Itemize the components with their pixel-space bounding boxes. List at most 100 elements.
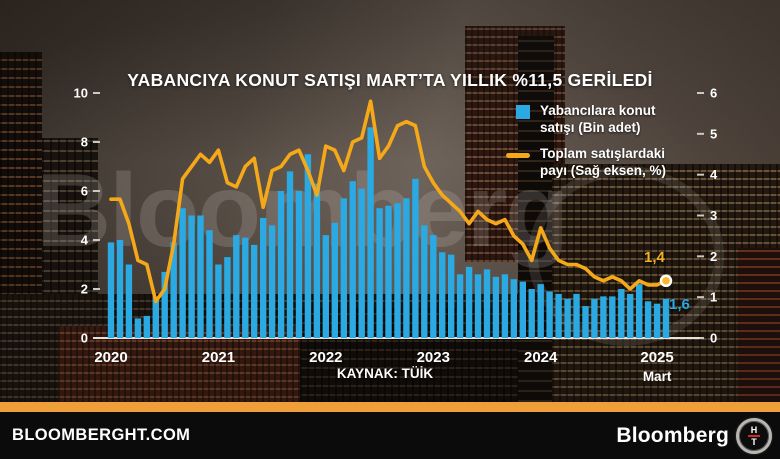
chart-bar bbox=[161, 271, 168, 338]
bar-end-value-label: 1,6 bbox=[669, 296, 690, 313]
chart-bar bbox=[483, 269, 491, 338]
chart-bar bbox=[143, 315, 150, 338]
axis-tick-label: 1 bbox=[710, 290, 717, 305]
chart-bar bbox=[627, 293, 634, 338]
chart-bar bbox=[510, 279, 517, 338]
chart-bar bbox=[322, 235, 329, 338]
axis-tick-label: 2 bbox=[81, 282, 88, 297]
chart-bar bbox=[125, 264, 133, 338]
chart-bar bbox=[251, 244, 258, 338]
footer-bar: BLOOMBERGHT.COM Bloomberg H T bbox=[0, 412, 780, 459]
chart-bar bbox=[519, 281, 526, 338]
chart-bar bbox=[206, 230, 213, 338]
x-axis-year-label: 2022 bbox=[309, 349, 342, 366]
chart-bar bbox=[340, 198, 347, 338]
chart-bar bbox=[116, 240, 124, 338]
chart-bar bbox=[456, 274, 464, 338]
chart-bar bbox=[367, 127, 374, 338]
chart-bar bbox=[179, 208, 186, 338]
x-axis-year-label: 2023 bbox=[417, 349, 450, 366]
chart-bar bbox=[636, 284, 643, 338]
chart-bar bbox=[394, 203, 401, 339]
city-brick-buildings bbox=[58, 326, 308, 414]
bloomberg-brand: Bloomberg H T bbox=[616, 417, 772, 454]
chart-bar bbox=[421, 225, 428, 338]
chart-bar bbox=[644, 301, 652, 339]
chart-bar bbox=[439, 252, 446, 339]
bloomberg-wordmark: Bloomberg bbox=[616, 423, 729, 447]
chart-bar bbox=[215, 264, 222, 338]
site-url: BLOOMBERGHT.COM bbox=[12, 426, 191, 444]
bar-series-label: Yabancılara konut satışı (Bin adet) bbox=[540, 103, 656, 135]
chart-bar bbox=[564, 298, 571, 338]
source-label: KAYNAK: TÜİK bbox=[336, 366, 434, 381]
chart-bar bbox=[313, 183, 321, 338]
chart-bar bbox=[465, 266, 473, 338]
axis-tick-label: 4 bbox=[81, 233, 89, 248]
line-end-value-label: 1,4 bbox=[644, 249, 665, 266]
line-series-label: Toplam satışlardaki payı (Sağ eksen, %) bbox=[540, 145, 667, 178]
axis-tick-label: 5 bbox=[710, 126, 717, 141]
chart-bar bbox=[170, 242, 177, 338]
x-axis-year-label: 2020 bbox=[94, 349, 127, 366]
chart-bar bbox=[573, 293, 580, 338]
chart-bar bbox=[277, 191, 285, 338]
axis-tick-label: 2 bbox=[710, 249, 717, 264]
chart-bar bbox=[197, 215, 204, 338]
chart-bar bbox=[501, 274, 509, 338]
legend-item-line: Toplam satışlardaki payı (Sağ eksen, %) bbox=[504, 146, 710, 180]
chart-legend: Yabancılara konut satışı (Bin adet) Topl… bbox=[504, 103, 710, 180]
chart-bar bbox=[555, 293, 562, 338]
chart-bar bbox=[286, 171, 294, 338]
chart-bar bbox=[474, 274, 482, 338]
emblem-letter-t: T bbox=[751, 436, 757, 447]
chart-bar bbox=[662, 298, 670, 338]
emblem-letter-h: H bbox=[750, 424, 758, 435]
bloomberg-ht-emblem-icon: H T bbox=[736, 417, 772, 454]
x-axis-year-label: 2025 bbox=[640, 349, 673, 366]
chart-bar bbox=[376, 208, 383, 338]
chart-bar bbox=[260, 217, 267, 338]
axis-tick-label: 8 bbox=[81, 135, 88, 150]
chart-bar bbox=[591, 298, 598, 338]
chart-bar bbox=[653, 303, 661, 338]
line-series-swatch bbox=[506, 152, 530, 158]
chart-bar bbox=[618, 289, 625, 338]
emblem-red-line bbox=[748, 434, 760, 437]
chart-bar bbox=[430, 235, 437, 338]
chart-title: YABANCIYA KONUT SATIŞI MART’TA YILLIK %1… bbox=[127, 69, 653, 90]
share-line bbox=[109, 99, 668, 304]
city-tower-right-edge bbox=[738, 248, 780, 412]
chart-bar bbox=[188, 215, 195, 338]
x-axis-year-label: 2021 bbox=[202, 349, 235, 366]
chart-bar bbox=[448, 254, 455, 338]
chart-bar bbox=[233, 235, 240, 338]
chart-bar bbox=[600, 296, 607, 338]
chart-bar bbox=[609, 296, 616, 338]
chart-bar bbox=[152, 296, 159, 338]
legend-item-bars: Yabancılara konut satışı (Bin adet) bbox=[504, 103, 710, 137]
chart-bar bbox=[331, 222, 338, 338]
axis-tick-label: 6 bbox=[81, 184, 88, 199]
bar-series-swatch bbox=[516, 105, 530, 119]
chart-bar bbox=[412, 178, 419, 339]
chart-bar bbox=[537, 284, 544, 338]
chart-bar bbox=[358, 188, 365, 338]
chart-bar bbox=[403, 198, 410, 338]
chart-bar bbox=[224, 257, 231, 338]
axis-tick-label: 10 bbox=[74, 86, 88, 101]
axis-tick-label: 0 bbox=[710, 331, 717, 346]
chart-bar bbox=[349, 181, 356, 338]
axis-tick-label: 0 bbox=[81, 331, 88, 346]
chart-bar bbox=[546, 291, 553, 338]
chart-bar bbox=[134, 318, 142, 338]
axis-tick-label: 6 bbox=[710, 86, 717, 101]
chart-bar bbox=[304, 154, 312, 339]
axis-tick-label: 3 bbox=[710, 208, 717, 223]
x-axis-year-label: 2024 bbox=[524, 349, 558, 366]
chart-bar bbox=[268, 225, 276, 338]
chart-bar bbox=[582, 306, 589, 338]
